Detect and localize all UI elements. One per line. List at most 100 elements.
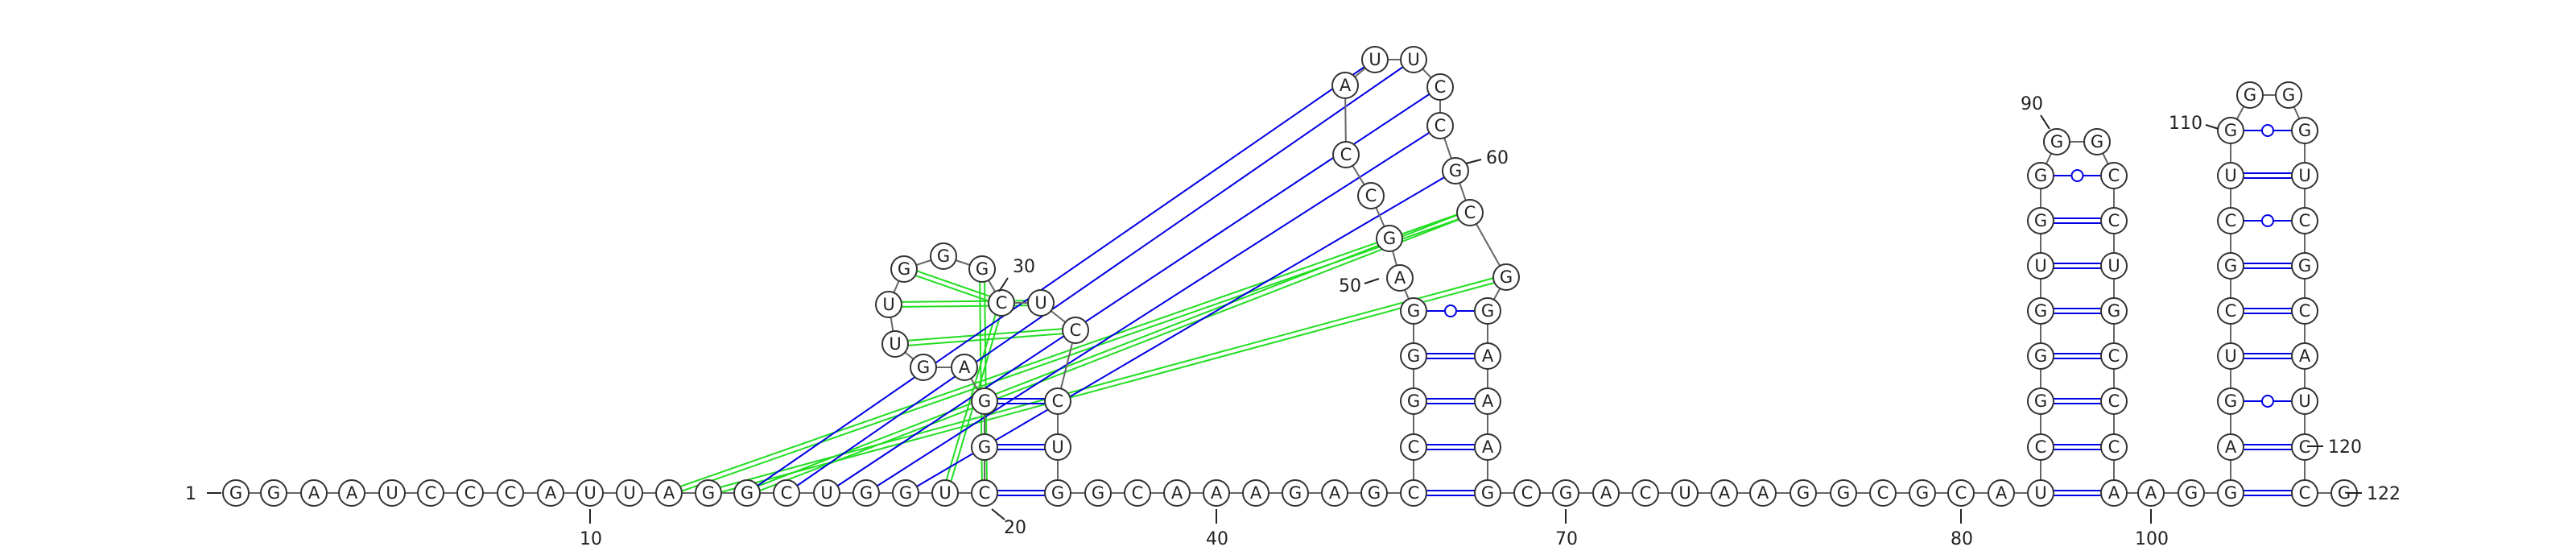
nucleotide: G <box>2028 343 2054 369</box>
pseudoknot-green-pair <box>748 215 1471 495</box>
nucleotide: G <box>2292 253 2318 279</box>
nucleotide-letter: G <box>1481 301 1494 321</box>
nucleotide-letter: G <box>976 259 989 279</box>
nucleotide-letter: G <box>1383 229 1396 248</box>
nucleotide: G <box>2028 298 2054 324</box>
nucleotide-letter: G <box>1289 483 1302 503</box>
nucleotide-letter: G <box>1051 483 1064 503</box>
nucleotide: G <box>1085 480 1111 506</box>
nucleotide-letter: U <box>2298 392 2310 411</box>
nucleotide-letter: G <box>1559 483 1572 503</box>
nucleotide-letter: U <box>2224 166 2236 185</box>
pseudoknot-blue-pair <box>866 126 1440 493</box>
nucleotide: C <box>2101 343 2127 369</box>
nucleotide-letter: G <box>2298 121 2311 140</box>
nucleotide-letter: C <box>1052 392 1064 411</box>
nucleotide-letter: A <box>1171 483 1183 503</box>
nucleotide-letter: A <box>959 358 971 377</box>
nucleotide-letter: G <box>1500 267 1513 287</box>
nucleotide: U <box>379 480 405 506</box>
nucleotide: C <box>1401 434 1426 460</box>
nucleotide: C <box>2292 298 2318 324</box>
tick-20 <box>992 509 1005 520</box>
nucleotide: A <box>656 480 682 506</box>
nucleotide-letter: G <box>2244 85 2256 105</box>
nucleotide: G <box>1475 298 1501 324</box>
nucleotide-letter: G <box>2224 256 2237 276</box>
nucleotide: A <box>2101 480 2127 506</box>
nucleotide: G <box>2028 163 2054 188</box>
nucleotide: G <box>1361 480 1387 506</box>
nucleotide: C <box>1401 480 1426 506</box>
nucleotide-letter: G <box>978 392 991 411</box>
nucleotide-letter: G <box>2034 211 2047 230</box>
label-70: 70 <box>1555 529 1578 549</box>
nucleotide: G <box>2218 388 2244 414</box>
nucleotide-letter: G <box>702 483 715 503</box>
nucleotide-letter: U <box>1051 437 1063 457</box>
nucleotide: U <box>2292 388 2318 414</box>
nucleotide: G <box>223 480 249 506</box>
nucleotide-letter: U <box>584 483 596 503</box>
nucleotide: C <box>418 480 444 506</box>
nucleotide: G <box>2084 129 2110 155</box>
nucleotide: G <box>1831 480 1856 506</box>
nucleotide-letter: C <box>2108 392 2120 411</box>
nucleotide-layer: G G A A U C C C A U U A G G C U G G U CGGAGUUGGGC UCCUG G C A A A… <box>223 47 2357 506</box>
nucleotide-letter: A <box>545 483 557 503</box>
nucleotide: C <box>1045 388 1071 414</box>
nucleotide: C <box>1870 480 1896 506</box>
nucleotide-letter: A <box>1482 437 1494 457</box>
nucleotide: G <box>2218 253 2244 279</box>
nucleotide-letter: A <box>346 483 358 503</box>
nucleotide-letter: C <box>2108 346 2120 366</box>
nucleotide-letter: G <box>2034 392 2047 411</box>
nucleotide-letter: C <box>1521 483 1534 503</box>
nucleotide: G <box>1282 480 1308 506</box>
nucleotide: G <box>2178 480 2204 506</box>
nucleotide-letter: G <box>2224 392 2237 411</box>
nucleotide: G <box>696 480 721 506</box>
nucleotide-letter: G <box>229 483 242 503</box>
wobble-pair-marker <box>2072 170 2083 181</box>
nucleotide-letter: G <box>1837 483 1850 503</box>
nucleotide: U <box>2218 163 2244 188</box>
nucleotide-letter: U <box>2224 346 2236 366</box>
nucleotide: G <box>1443 158 1468 184</box>
nucleotide: C <box>1633 480 1658 506</box>
nucleotide: U <box>617 480 642 506</box>
nucleotide-letter: U <box>1678 483 1690 503</box>
label-40: 40 <box>1206 529 1228 549</box>
nucleotide: G <box>1493 264 1519 290</box>
nucleotide: G <box>2276 82 2301 108</box>
nucleotide: U <box>1045 434 1071 460</box>
nucleotide: C <box>2101 208 2127 234</box>
nucleotide-letter: G <box>2282 85 2295 105</box>
nucleotide-letter: U <box>820 483 832 503</box>
nucleotide: G <box>1401 298 1426 324</box>
nucleotide: G <box>891 256 917 282</box>
nucleotide-letter: C <box>1640 483 1652 503</box>
nucleotide-letter: A <box>2108 483 2120 503</box>
nucleotide-letter: G <box>2107 301 2120 321</box>
nucleotide-letter: G <box>1407 301 1420 321</box>
nucleotide-letter: A <box>1600 483 1612 503</box>
nucleotide: A <box>2292 343 2318 369</box>
nucleotide: G <box>1045 480 1071 506</box>
nucleotide-letter: G <box>917 358 930 377</box>
nucleotide-letter: C <box>2299 483 2311 503</box>
nucleotide-letter: U <box>623 483 635 503</box>
nucleotide-letter: C <box>1435 77 1447 97</box>
nucleotide: A <box>1593 480 1619 506</box>
nucleotide: A <box>1322 480 1348 506</box>
nucleotide-letter: U <box>2107 256 2120 276</box>
nucleotide: G <box>1790 480 1816 506</box>
nucleotide-letter: C <box>1132 483 1144 503</box>
nucleotide: C <box>1514 480 1540 506</box>
nucleotide: A <box>1750 480 1776 506</box>
nucleotide-letter: C <box>1955 483 1967 503</box>
nucleotide-letter: U <box>2034 483 2046 503</box>
nucleotide: C <box>1333 142 1359 168</box>
nucleotide: C <box>2218 298 2244 324</box>
